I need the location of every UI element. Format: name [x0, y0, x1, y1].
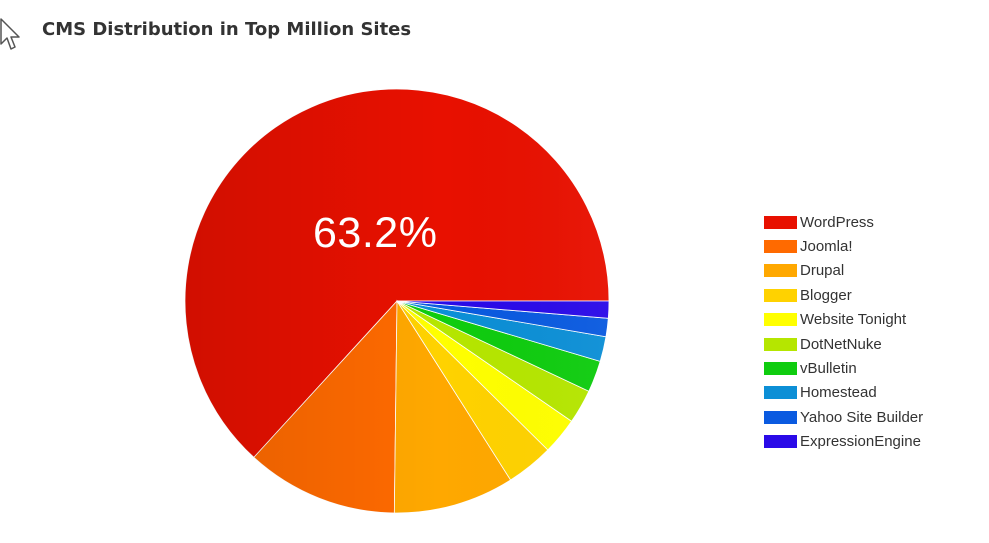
- legend-label: Joomla!: [800, 238, 853, 256]
- legend-item-wordpress[interactable]: WordPress: [764, 210, 923, 234]
- legend-item-homestead[interactable]: Homestead: [764, 381, 923, 405]
- legend-swatch: [764, 362, 797, 376]
- legend-swatch: [764, 240, 797, 254]
- legend-label: vBulletin: [800, 360, 857, 378]
- legend: WordPress Joomla! Drupal Blogger Website Ton…: [764, 210, 923, 454]
- legend-label: ExpressionEngine: [800, 433, 921, 451]
- legend-swatch: [764, 337, 797, 351]
- legend-label: Blogger: [800, 286, 852, 304]
- legend-swatch: [764, 386, 797, 400]
- pie-slices: [184, 88, 610, 514]
- legend-label: Homestead: [800, 384, 877, 402]
- legend-label: Website Tonight: [800, 311, 907, 329]
- legend-swatch: [764, 410, 797, 424]
- legend-label: Drupal: [800, 262, 845, 280]
- legend-swatch: [764, 288, 797, 302]
- legend-swatch: [764, 435, 797, 449]
- wordpress-percent-label: 63.2%: [313, 209, 438, 257]
- legend-item-yahoo-site-builder[interactable]: Yahoo Site Builder: [764, 405, 923, 429]
- mouse-cursor-icon: [0, 18, 20, 50]
- legend-item-website-tonight[interactable]: Website Tonight: [764, 308, 923, 332]
- legend-item-joomla[interactable]: Joomla!: [764, 234, 923, 258]
- legend-swatch: [764, 215, 797, 229]
- legend-label: WordPress: [800, 213, 874, 231]
- legend-label: DotNetNuke: [800, 335, 882, 353]
- chart-title: CMS Distribution in Top Million Sites: [42, 19, 412, 40]
- legend-swatch: [764, 313, 797, 327]
- legend-swatch: [764, 264, 797, 278]
- legend-item-drupal[interactable]: Drupal: [764, 259, 923, 283]
- legend-item-dotnetnuke[interactable]: DotNetNuke: [764, 332, 923, 356]
- legend-item-expressionengine[interactable]: ExpressionEngine: [764, 430, 923, 454]
- legend-item-vbulletin[interactable]: vBulletin: [764, 356, 923, 380]
- legend-item-blogger[interactable]: Blogger: [764, 283, 923, 307]
- legend-label: Yahoo Site Builder: [800, 408, 924, 426]
